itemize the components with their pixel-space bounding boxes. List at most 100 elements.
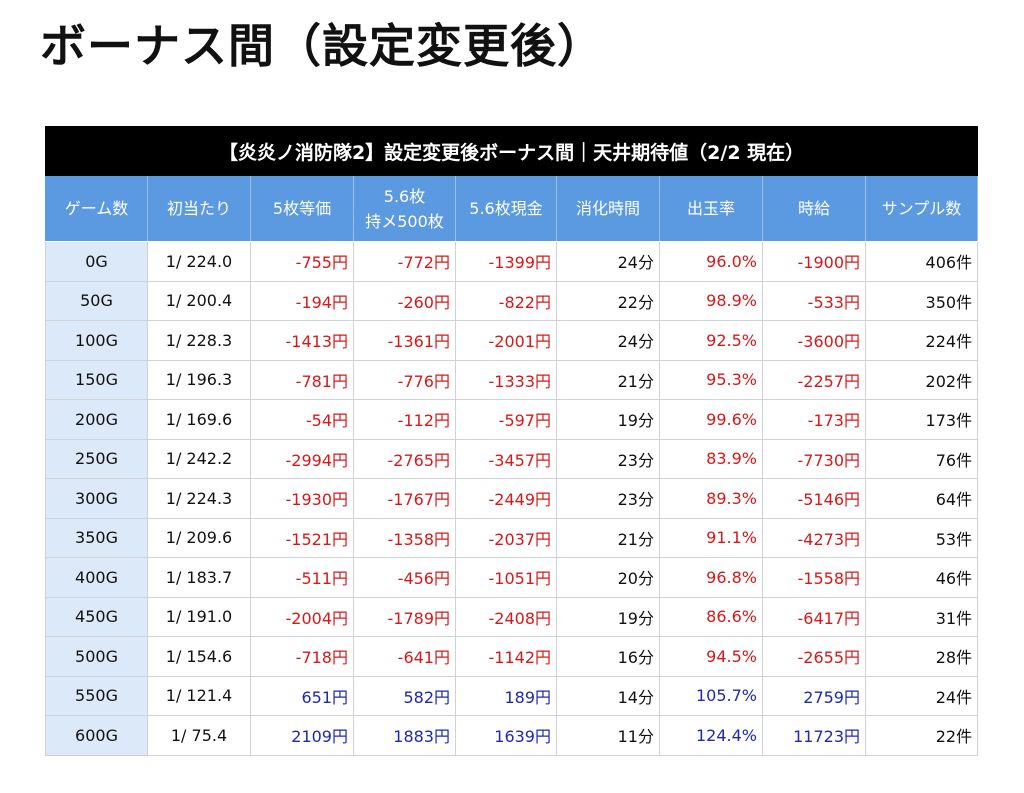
cell-sample-count: 224件 bbox=[864, 320, 979, 361]
cell-first-hit: 1/ 242.2 bbox=[147, 438, 251, 479]
cell-cash-5-6: -597円 bbox=[455, 399, 557, 440]
cell-medals-5-6: -772円 bbox=[353, 241, 456, 282]
cell-game-count: 550G bbox=[45, 675, 148, 716]
cell-payout-rate: 92.5% bbox=[659, 320, 763, 361]
cell-first-hit: 1/ 224.3 bbox=[147, 478, 251, 519]
header-label-line1: 5枚等価 bbox=[272, 199, 332, 218]
cell-equivalent-5: -1930円 bbox=[250, 478, 354, 519]
cell-cash-5-6: -822円 bbox=[455, 280, 557, 321]
header-sample-count: サンプル数 bbox=[864, 175, 979, 242]
cell-play-time: 22分 bbox=[556, 280, 660, 321]
cell-equivalent-5: -194円 bbox=[250, 280, 354, 321]
cell-first-hit: 1/ 183.7 bbox=[147, 557, 251, 598]
cell-hourly-wage: -173円 bbox=[762, 399, 866, 440]
expected-value-table: 【炎炎ノ消防隊2】設定変更後ボーナス間｜天井期待値（2/2 現在） ゲーム数 初当… bbox=[44, 126, 979, 756]
header-equivalent-5: 5枚等価 bbox=[250, 175, 354, 242]
cell-game-count: 100G bbox=[45, 320, 148, 361]
table-row: 450G 1/ 191.0 -2004円 -1789円 -2408円 19分 86.6% -6… bbox=[45, 596, 979, 637]
cell-play-time: 23分 bbox=[556, 478, 660, 519]
header-game-count: ゲーム数 bbox=[45, 175, 148, 242]
cell-first-hit: 1/ 224.0 bbox=[147, 241, 251, 282]
cell-cash-5-6: -1142円 bbox=[455, 636, 557, 677]
cell-play-time: 11分 bbox=[556, 715, 660, 756]
cell-hourly-wage: -1900円 bbox=[762, 241, 866, 282]
cell-equivalent-5: -1521円 bbox=[250, 517, 354, 558]
cell-medals-5-6: -1767円 bbox=[353, 478, 456, 519]
cell-payout-rate: 91.1% bbox=[659, 517, 763, 558]
cell-cash-5-6: -2001円 bbox=[455, 320, 557, 361]
cell-payout-rate: 96.8% bbox=[659, 557, 763, 598]
cell-game-count: 150G bbox=[45, 359, 148, 400]
cell-sample-count: 173件 bbox=[864, 399, 979, 440]
header-label-line1: サンプル数 bbox=[881, 199, 962, 218]
cell-medals-5-6: -776円 bbox=[353, 359, 456, 400]
cell-payout-rate: 95.3% bbox=[659, 359, 763, 400]
cell-sample-count: 24件 bbox=[864, 675, 979, 716]
table-caption: 【炎炎ノ消防隊2】設定変更後ボーナス間｜天井期待値（2/2 現在） bbox=[44, 126, 979, 176]
cell-cash-5-6: -1333円 bbox=[455, 359, 557, 400]
cell-sample-count: 22件 bbox=[864, 715, 979, 756]
cell-sample-count: 53件 bbox=[864, 517, 979, 558]
cell-payout-rate: 86.6% bbox=[659, 596, 763, 637]
cell-play-time: 19分 bbox=[556, 399, 660, 440]
header-label-line1: 5.6枚 bbox=[383, 186, 426, 206]
cell-first-hit: 1/ 228.3 bbox=[147, 320, 251, 361]
cell-game-count: 350G bbox=[45, 517, 148, 558]
cell-play-time: 16分 bbox=[556, 636, 660, 677]
cell-equivalent-5: -2004円 bbox=[250, 596, 354, 637]
page-title: ボーナス間（設定変更後） bbox=[40, 19, 604, 73]
cell-equivalent-5: 651円 bbox=[250, 675, 354, 716]
header-label-line1: 時給 bbox=[797, 199, 830, 218]
cell-game-count: 450G bbox=[45, 596, 148, 637]
cell-hourly-wage: -7730円 bbox=[762, 438, 866, 479]
cell-equivalent-5: -54円 bbox=[250, 399, 354, 440]
header-hourly-wage: 時給 bbox=[762, 175, 866, 242]
table-row: 250G 1/ 242.2 -2994円 -2765円 -3457円 23分 83.9% -7… bbox=[45, 438, 979, 479]
cell-first-hit: 1/ 169.6 bbox=[147, 399, 251, 440]
cell-sample-count: 350件 bbox=[864, 280, 979, 321]
cell-cash-5-6: -1051円 bbox=[455, 557, 557, 598]
cell-first-hit: 1/ 191.0 bbox=[147, 596, 251, 637]
cell-play-time: 20分 bbox=[556, 557, 660, 598]
cell-medals-5-6: 1883円 bbox=[353, 715, 456, 756]
header-label-line1: 出玉率 bbox=[686, 199, 735, 218]
header-medals-5-6: 5.6枚持メ500枚 bbox=[353, 175, 456, 242]
header-label-line2: 持メ500枚 bbox=[365, 211, 444, 231]
header-label-line1: 5.6枚現金 bbox=[469, 199, 543, 218]
cell-game-count: 500G bbox=[45, 636, 148, 677]
table-row: 150G 1/ 196.3 -781円 -776円 -1333円 21分 95.3% -225… bbox=[45, 359, 979, 400]
cell-sample-count: 31件 bbox=[864, 596, 979, 637]
table-row: 200G 1/ 169.6 -54円 -112円 -597円 19分 99.6% -173円 1… bbox=[45, 399, 979, 440]
cell-game-count: 600G bbox=[45, 715, 148, 756]
cell-hourly-wage: 11723円 bbox=[762, 715, 866, 756]
header-cash-5-6: 5.6枚現金 bbox=[455, 175, 557, 242]
cell-hourly-wage: -533円 bbox=[762, 280, 866, 321]
cell-first-hit: 1/ 121.4 bbox=[147, 675, 251, 716]
cell-medals-5-6: -1361円 bbox=[353, 320, 456, 361]
header-label-line1: 初当たり bbox=[166, 199, 231, 218]
table-row: 500G 1/ 154.6 -718円 -641円 -1142円 16分 94.5% -265… bbox=[45, 636, 979, 677]
cell-equivalent-5: -2994円 bbox=[250, 438, 354, 479]
cell-hourly-wage: -2257円 bbox=[762, 359, 866, 400]
cell-hourly-wage: 2759円 bbox=[762, 675, 866, 716]
cell-first-hit: 1/ 75.4 bbox=[147, 715, 251, 756]
header-payout-rate: 出玉率 bbox=[659, 175, 763, 242]
cell-play-time: 14分 bbox=[556, 675, 660, 716]
cell-game-count: 400G bbox=[45, 557, 148, 598]
cell-play-time: 24分 bbox=[556, 320, 660, 361]
cell-payout-rate: 89.3% bbox=[659, 478, 763, 519]
cell-game-count: 200G bbox=[45, 399, 148, 440]
cell-play-time: 19分 bbox=[556, 596, 660, 637]
cell-game-count: 300G bbox=[45, 478, 148, 519]
cell-equivalent-5: -781円 bbox=[250, 359, 354, 400]
cell-medals-5-6: -1358円 bbox=[353, 517, 456, 558]
cell-hourly-wage: -6417円 bbox=[762, 596, 866, 637]
table-row: 400G 1/ 183.7 -511円 -456円 -1051円 20分 96.8% -155… bbox=[45, 557, 979, 598]
cell-hourly-wage: -2655円 bbox=[762, 636, 866, 677]
cell-payout-rate: 124.4% bbox=[659, 715, 763, 756]
cell-medals-5-6: -456円 bbox=[353, 557, 456, 598]
table-body: 0G 1/ 224.0 -755円 -772円 -1399円 24分 96.0% -1900円… bbox=[45, 241, 979, 756]
header-first-hit: 初当たり bbox=[147, 175, 251, 242]
cell-sample-count: 46件 bbox=[864, 557, 979, 598]
cell-equivalent-5: -511円 bbox=[250, 557, 354, 598]
